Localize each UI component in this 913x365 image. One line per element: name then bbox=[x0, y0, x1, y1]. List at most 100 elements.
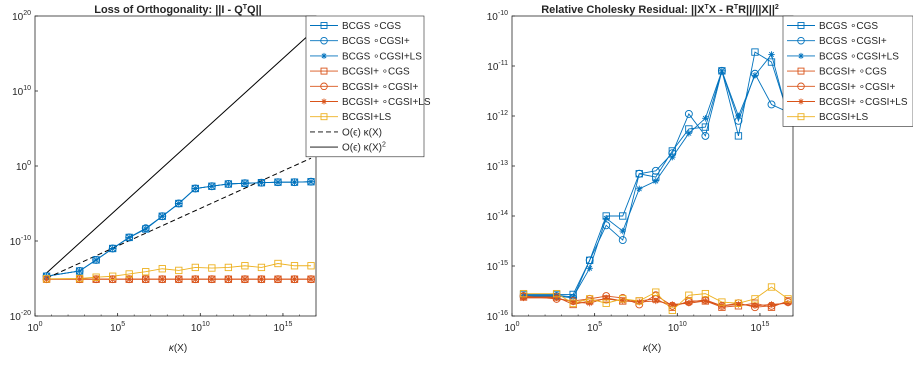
left-series-1-point-13 bbox=[274, 178, 282, 187]
left-legend-marker-1 bbox=[320, 36, 328, 45]
right-series-0-point-14 bbox=[767, 58, 776, 66]
right-series-5-point-7 bbox=[652, 297, 659, 305]
right-chart: Relative Cholesky Residual: ||XTX - RTR|… bbox=[487, 4, 913, 354]
right-series-6-point-9 bbox=[685, 291, 693, 299]
left-x-tick-label-2: 1010 bbox=[191, 321, 210, 334]
left-x-tick-label-0: 100 bbox=[27, 321, 42, 334]
left-series-4-point-13 bbox=[274, 275, 282, 284]
left-series-5-point-15 bbox=[307, 276, 315, 283]
left-series-2-point-7 bbox=[175, 200, 182, 207]
right-series-0-point-10 bbox=[701, 123, 710, 131]
right-y-tick-label-5: 10-11 bbox=[487, 60, 508, 73]
left-y-tick-label-2: 100 bbox=[16, 160, 31, 173]
left-y-tick-label-4: 1020 bbox=[12, 10, 31, 23]
right-series-5-point-6 bbox=[636, 298, 643, 306]
left-chart-title: Loss of Orthogonality: ||I - QTQ|| bbox=[94, 4, 262, 16]
right-series-line-2 bbox=[523, 53, 789, 298]
left-series-1-point-14 bbox=[290, 178, 299, 187]
right-series-2-point-14 bbox=[768, 51, 775, 58]
right-series-6-point-6 bbox=[635, 297, 643, 305]
left-series-1-point-9 bbox=[207, 182, 216, 191]
left-series-5-point-14 bbox=[291, 276, 298, 283]
right-y-tick-label-0: 10-16 bbox=[487, 310, 508, 323]
right-x-axis-label: κ(X) bbox=[643, 343, 661, 354]
left-series-lines bbox=[46, 32, 312, 280]
right-series-5-point-2 bbox=[569, 298, 577, 306]
right-legend-marker-0 bbox=[797, 22, 805, 29]
left-series-2-point-11 bbox=[241, 180, 249, 187]
left-series-6-point-5 bbox=[142, 268, 150, 276]
right-legend-label-2: BCGS ∘CGSI+LS bbox=[819, 51, 899, 62]
right-series-5-point-9 bbox=[685, 300, 693, 307]
right-y-tick-label-6: 10-10 bbox=[487, 10, 508, 23]
right-series-2-point-8 bbox=[669, 153, 676, 161]
left-chart: Loss of Orthogonality: ||I - QTQ|| 100 10… bbox=[10, 4, 431, 354]
left-series-1-point-15 bbox=[307, 177, 315, 186]
left-y-tick-label-3: 1010 bbox=[12, 85, 31, 98]
right-series-6-point-4 bbox=[602, 299, 610, 307]
left-series-2-point-8 bbox=[192, 185, 199, 192]
right-series-1-point-4 bbox=[602, 221, 611, 230]
right-y-tick-label-2: 10-14 bbox=[487, 210, 508, 223]
right-series-2-point-9 bbox=[685, 130, 693, 137]
right-series-2-point-3 bbox=[586, 265, 593, 272]
right-series-5-point-3 bbox=[586, 300, 593, 307]
left-series-6-point-7 bbox=[175, 266, 183, 275]
left-series-2-point-1 bbox=[76, 267, 83, 275]
right-legend-marker-4 bbox=[797, 82, 805, 91]
left-series-6-point-4 bbox=[125, 270, 133, 278]
left-ticks bbox=[34, 15, 317, 317]
left-series-6-point-12 bbox=[257, 263, 266, 272]
right-x-tick-label-3: 1015 bbox=[750, 321, 769, 334]
left-legend-label-5: BCGSI+ ∘CGSI+LS bbox=[342, 97, 431, 108]
right-series-0-point-13 bbox=[751, 48, 759, 56]
right-series-2-point-13 bbox=[751, 72, 759, 79]
left-series-5-point-12 bbox=[258, 276, 265, 283]
left-series-6-point-6 bbox=[158, 265, 166, 273]
right-series-2-point-4 bbox=[603, 215, 610, 222]
left-series-1-point-12 bbox=[257, 178, 266, 187]
right-chart-title: Relative Cholesky Residual: ||XTX - RTR|… bbox=[541, 4, 779, 16]
left-y-tick-label-0: 10-20 bbox=[10, 310, 31, 323]
left-series-4-point-8 bbox=[191, 275, 200, 284]
right-series-line-5 bbox=[523, 297, 789, 307]
right-series-2-point-6 bbox=[636, 185, 643, 192]
left-series-1-point-6 bbox=[158, 212, 167, 221]
right-y-tick-label-4: 10-12 bbox=[487, 110, 508, 123]
left-series-6-point-8 bbox=[191, 263, 199, 272]
left-legend-marker-6 bbox=[320, 113, 328, 121]
right-series-2-point-7 bbox=[652, 177, 659, 185]
left-series-4-point-14 bbox=[290, 275, 299, 284]
right-series-1-point-3 bbox=[585, 256, 594, 265]
left-series-5-point-7 bbox=[175, 276, 182, 283]
left-series-4-point-7 bbox=[174, 275, 183, 284]
right-series-6-point-12 bbox=[734, 299, 743, 307]
right-series-5-point-8 bbox=[669, 301, 676, 308]
right-series-1-point-6 bbox=[635, 169, 644, 178]
right-series-1-point-7 bbox=[651, 166, 660, 175]
left-legend-marker-5 bbox=[321, 98, 327, 105]
left-series-6-point-2 bbox=[92, 273, 100, 281]
right-series-0-point-5 bbox=[619, 212, 627, 220]
right-series-5-point-12 bbox=[735, 301, 742, 308]
right-series-2-point-5 bbox=[619, 227, 626, 235]
right-series-5-point-4 bbox=[603, 294, 610, 302]
right-legend-marker-6 bbox=[797, 113, 805, 121]
right-series-6-point-2 bbox=[569, 299, 577, 307]
left-series-line-7 bbox=[46, 157, 312, 279]
right-series-6-point-13 bbox=[751, 295, 759, 303]
right-series-5-point-10 bbox=[702, 297, 709, 305]
left-series-5-point-13 bbox=[274, 276, 282, 283]
left-series-5-point-1 bbox=[76, 276, 83, 283]
left-series-6-point-0 bbox=[42, 275, 51, 283]
right-ticks bbox=[511, 15, 794, 317]
left-series-1-point-8 bbox=[191, 184, 200, 193]
right-legend-label-6: BCGSI+LS bbox=[819, 112, 869, 123]
right-series-6-point-11 bbox=[718, 298, 726, 306]
right-series-2-point-2 bbox=[569, 293, 577, 301]
left-legend-label-7: O(ϵ) κ(X) bbox=[342, 127, 382, 138]
left-legend-label-1: BCGS ∘CGSI+ bbox=[342, 36, 410, 47]
left-series-2-point-13 bbox=[274, 178, 282, 186]
right-series-6-point-5 bbox=[619, 295, 627, 303]
